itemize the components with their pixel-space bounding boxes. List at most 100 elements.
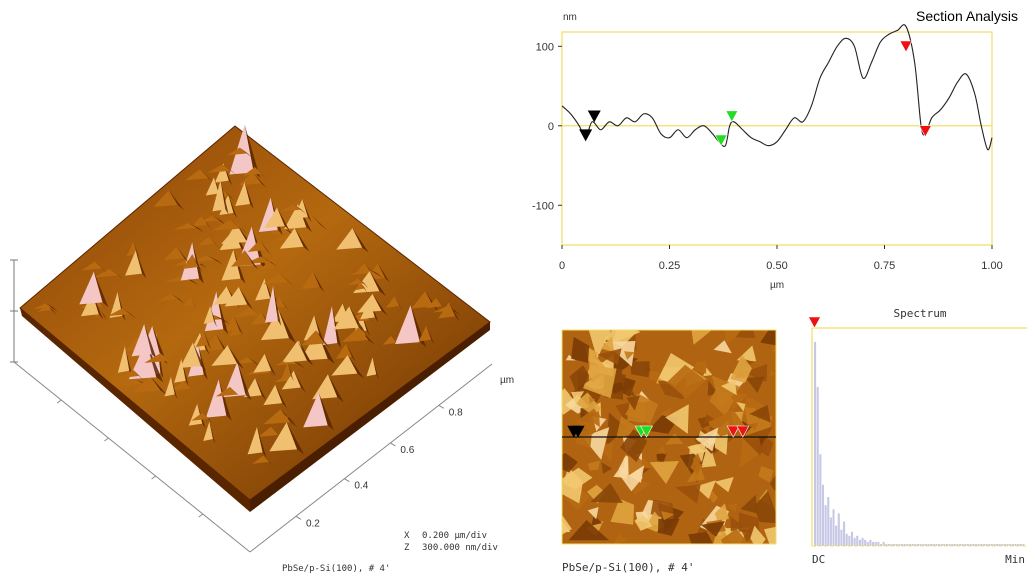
section-plot-frame: [561, 31, 993, 246]
surface-grain-lit: [231, 250, 253, 267]
surface-grain-lit: [191, 216, 208, 228]
surface-grain-lit: [128, 341, 157, 380]
spectrum-bar: [951, 543, 954, 546]
spectrum-bar: [945, 543, 948, 546]
surface-grain-lit: [260, 260, 275, 270]
surface-grain-lit: [281, 370, 301, 390]
spectrum-bar: [966, 543, 970, 546]
surface-grain-lit: [80, 292, 99, 317]
surface-grain-lit: [131, 323, 152, 357]
depth-axis-ticks: 0.2 0.4 0.6 0.8: [56, 399, 463, 529]
surface-grain-lit: [418, 325, 432, 342]
grain: [714, 503, 729, 523]
spectrum-bar: [988, 543, 991, 546]
width-tick: [198, 513, 204, 518]
spectrum-bar: [824, 505, 827, 546]
surface-grain-shadow: [278, 309, 297, 344]
surface-grain-lit: [341, 327, 369, 342]
surface-grain-shadow: [222, 164, 238, 176]
surface-grain-shadow: [298, 340, 313, 366]
spectrum-bar: [856, 535, 859, 546]
surface-grain-shadow: [197, 343, 208, 380]
surface-grain-lit: [263, 273, 289, 284]
surface-grain-shadow: [237, 225, 254, 248]
surface-grain-shadow: [293, 203, 307, 215]
surface-grain-lit: [81, 261, 103, 271]
grain: [591, 514, 602, 526]
spectrum-bar: [924, 543, 927, 546]
surface-grain-lit: [205, 379, 227, 418]
surface-grain-shadow: [293, 370, 306, 393]
surface-grain-lit: [221, 225, 248, 245]
surface-grain-shadow: [297, 340, 313, 365]
surface-grain-shadow: [181, 275, 200, 286]
surface-grain-shadow: [327, 374, 344, 403]
surface-grain-shadow: [255, 378, 267, 401]
spectrum-bar: [953, 543, 956, 546]
grain: [587, 507, 599, 520]
spectrum-end-label: Min: [1005, 553, 1025, 566]
surface-grain-lit: [279, 227, 304, 249]
surface-grain-lit: [182, 254, 199, 269]
surface-grain-shadow: [244, 250, 259, 270]
depth-tick: [344, 478, 350, 483]
surface-grain-shadow: [203, 330, 212, 351]
surface-grain-shadow: [277, 207, 290, 232]
spectrum-bar: [877, 541, 880, 546]
spectrum-bar: [874, 541, 877, 546]
section-axes: 100 0 -100 0 0.25 0.50 0.75 1.00: [532, 41, 1003, 272]
spectrum-bar: [1006, 543, 1009, 546]
spectrum-bar: [982, 543, 985, 546]
scale-z-label: Z: [404, 543, 410, 553]
grain: [568, 520, 609, 541]
grain: [764, 526, 776, 544]
spectrum-markers: [807, 316, 822, 329]
surface-grain-lit: [144, 353, 171, 363]
surface-grain-lit: [224, 286, 248, 307]
surface-grain-shadow: [302, 199, 312, 223]
surface-grain-shadow: [144, 323, 157, 360]
surface-grain-shadow: [133, 241, 141, 260]
spectrum-bar: [879, 543, 883, 546]
spectrum-bar: [837, 513, 840, 546]
surface-grain-shadow: [122, 308, 137, 320]
surface-grain-shadow: [244, 124, 260, 178]
spectrum-bar: [1017, 543, 1020, 546]
surface-grain-shadow: [279, 297, 290, 312]
section-marker-black: [587, 110, 601, 123]
spectrum-bar: [1001, 543, 1004, 546]
surface-grain-lit: [253, 353, 272, 373]
section-marker-red: [899, 40, 913, 53]
scale-x-label: X: [404, 531, 410, 541]
grain: [727, 391, 749, 411]
surface-grain-shadow: [227, 345, 244, 369]
surface-grain-lit: [243, 167, 262, 176]
grain: [739, 437, 765, 468]
spectrum-bar: [832, 509, 835, 546]
surface-grain-shadow: [152, 325, 168, 364]
surface-grain-lit: [203, 421, 214, 442]
grain: [740, 494, 758, 514]
grain: [611, 330, 641, 344]
grain: [588, 330, 611, 359]
surface-grain-shadow: [264, 278, 275, 304]
grain: [634, 514, 653, 531]
surface-front-edge: [20, 308, 250, 512]
surface-grain-lit: [353, 314, 367, 333]
surface-grain-shadow: [109, 268, 126, 281]
grain: [616, 416, 643, 439]
surface-grain-shadow: [264, 353, 276, 376]
surface-grain-lit: [263, 384, 283, 406]
section-x-tick-label: 0.50: [766, 260, 787, 272]
surface-grain-shadow: [263, 455, 275, 467]
surface-grain-shadow: [94, 298, 109, 312]
surface-grain-shadow: [366, 267, 384, 278]
spectrum-bar: [990, 543, 993, 546]
surface-grain-lit: [203, 334, 224, 352]
spectrum-bar: [961, 543, 964, 546]
surface-grain-lit: [212, 180, 226, 212]
surface-grain-lit: [299, 331, 328, 361]
spectrum-bar: [972, 543, 975, 546]
surface-grain-shadow: [361, 283, 368, 294]
spectrum-bar: [816, 386, 819, 546]
